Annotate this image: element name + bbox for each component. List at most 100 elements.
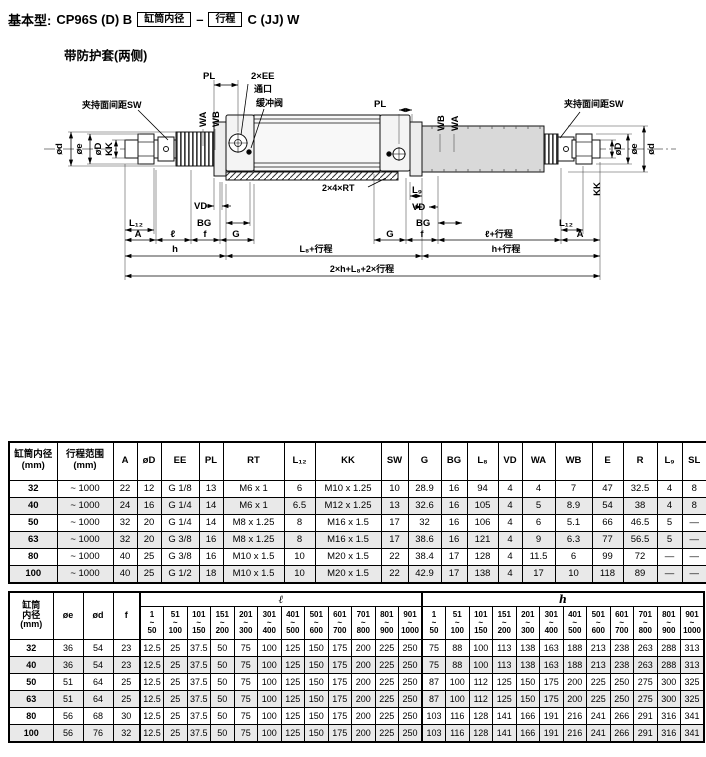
value-cell: 200 [351,672,376,691]
value-cell: 16 [440,496,468,515]
value-cell: 250 [398,672,423,691]
l9-right-label: L₉ [412,185,422,196]
value-cell: 25 [163,672,188,691]
value-cell: 225 [374,655,399,674]
value-cell: 166 [515,723,540,742]
value-cell: 175 [327,706,352,725]
value-cell: 191 [539,723,564,742]
value-cell: 175 [327,638,352,657]
value-cell: 22 [112,479,138,498]
value-cell: 16 [198,547,224,566]
value-cell: 128 [468,706,493,725]
value-cell: 163 [539,638,564,657]
table-row: 63 ~ 1000 32 20 G 3/8 16 M8 x 1.25 8 M16 x 1.5 17… [8,530,706,549]
range-header: 501 ~ 600 [304,605,329,640]
value-cell: 4 [497,530,523,549]
value-cell: 77 [591,530,624,549]
value-cell: 121 [466,530,499,549]
value-cell: 288 [656,638,681,657]
lh-group-row: 缸筒 内径 (mm) øe ød f ℓ h [8,591,705,640]
value-cell: 18 [198,564,224,583]
value-cell: 241 [586,723,611,742]
f-right-label: f [420,229,424,240]
bore-cell: 80 [8,547,58,566]
value-cell: 275 [633,689,658,708]
value-cell: 30 [112,706,141,725]
value-cell: 250 [398,689,423,708]
value-cell: 125 [280,723,305,742]
value-cell: — [681,513,706,532]
value-cell: 291 [633,706,658,725]
value-cell: 88 [445,655,470,674]
value-cell: 37.5 [186,706,211,725]
value-cell: 12 [136,479,162,498]
value-cell: ~ 1000 [56,513,114,532]
value-cell: 116 [445,723,470,742]
value-cell: 40 [112,547,138,566]
value-cell: 37.5 [186,672,211,691]
value-cell: G 1/2 [160,564,200,583]
value-cell: 38.4 [407,547,442,566]
value-cell: 25 [136,564,162,583]
value-cell: 225 [374,689,399,708]
value-cell: 88 [445,638,470,657]
value-cell: 150 [304,655,329,674]
value-cell: 213 [586,655,611,674]
value-cell: 38 [622,496,658,515]
cylinder-body [253,114,381,172]
kk-left-label: KK [104,142,115,156]
dimension-lines [68,82,647,279]
value-cell: 25 [163,689,188,708]
value-cell: 20 [136,513,162,532]
value-cell: 113 [492,655,517,674]
wb-right-label: WB [436,115,447,131]
value-cell: 36 [52,638,84,657]
group-header: ℓ [139,591,423,607]
value-cell: 17 [380,530,409,549]
value-cell: 10 [283,547,316,566]
value-cell: 64 [82,672,114,691]
value-cell: 54 [82,638,114,657]
value-cell: 42.9 [407,564,442,583]
value-cell: 216 [562,706,587,725]
value-cell: 20 [136,530,162,549]
value-cell: 6.5 [283,496,316,515]
stroke-lh-table: 缸筒 内径 (mm) øe ød f ℓ h 1 ~ 50 51 ~ 100 101 ~ 15… [8,590,705,743]
value-cell: 316 [656,723,681,742]
variant-subtitle: 带防护套(两侧) [64,49,148,63]
value-cell: 138 [515,638,540,657]
left-rod-assembly [124,133,183,165]
l12-left-label: L₁₂ [129,218,143,229]
value-cell: M20 x 1.5 [314,547,382,566]
value-cell: 25 [136,547,162,566]
vd-left-label: VD [194,201,207,212]
value-cell: 25 [163,723,188,742]
value-cell: 112 [468,689,493,708]
value-cell: 100 [445,672,470,691]
value-cell: 125 [280,689,305,708]
table-row: 80 56 68 30 12.5 25 37.5 50 75 100 125 150 175 200 225… [8,706,705,725]
model-code: CP96S (D) B [56,12,133,27]
oD-left-label: øD [93,143,104,156]
value-cell: M6 x 1 [222,496,285,515]
value-cell: 225 [374,723,399,742]
a-left-label: A [135,229,142,240]
bore-cell: 63 [8,689,54,708]
value-cell: 175 [327,723,352,742]
left-head-cap [225,114,255,172]
right-rod-assembly [557,133,601,165]
value-cell: 56 [52,706,84,725]
value-cell: 106 [466,513,499,532]
oe-left-label: øe [74,143,85,154]
value-cell: 75 [233,689,258,708]
value-cell: 175 [327,672,352,691]
value-cell: 225 [374,706,399,725]
value-cell: 37.5 [186,689,211,708]
value-cell: 250 [398,655,423,674]
value-cell: 216 [562,723,587,742]
range-header: 801 ~ 900 [374,605,399,640]
bore-cell: 40 [8,496,58,515]
value-cell: 250 [609,689,634,708]
left-cushion-valve [246,149,252,155]
